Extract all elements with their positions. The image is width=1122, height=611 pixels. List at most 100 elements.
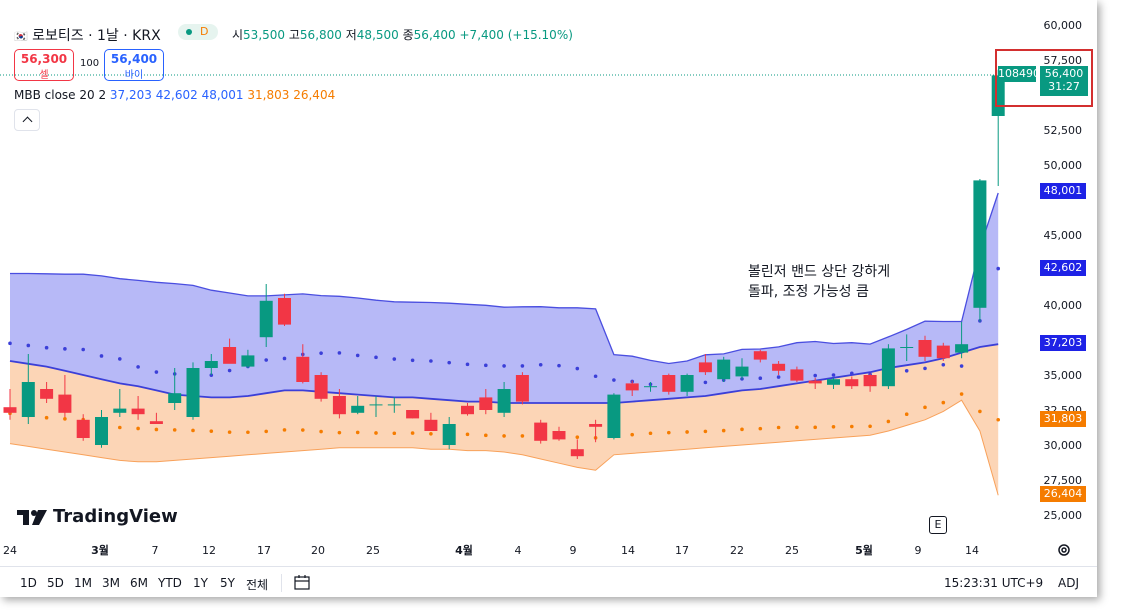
buy-button[interactable]: 56,400 바이 [104,49,164,81]
price-chart[interactable]: 60,00057,50052,50050,00045,00040,00037,5… [0,0,1097,597]
orange-mid-dot [831,425,836,429]
candle-body [973,180,987,308]
middle-band-dot [484,363,488,368]
middle-band-dot [136,365,140,369]
indicator-value-3: 48,001 [201,88,244,102]
orange-mid-dot [941,400,946,405]
annotation-line-1: 볼린저 밴드 상단 강하게 [748,264,891,280]
annotation-line-2: 돌파, 조정 가능성 큼 [748,284,869,300]
orange-mid-dot [410,431,415,435]
timeframe-5d-button[interactable]: 5D [47,576,64,590]
orange-mid-dot [319,429,323,434]
time-axis-label: 24 [3,544,17,557]
candle-body [845,379,859,387]
candle-body [589,424,603,427]
collapse-legend-button[interactable] [14,109,40,131]
orange-mid-dot [154,427,159,432]
candle-body [607,394,621,438]
orange-low-line [9,399,999,496]
orange-mid-dot [227,430,232,434]
candle-body [168,393,182,403]
gear-icon [1058,544,1070,556]
candle-body [40,389,54,399]
candle-body [863,375,877,387]
orange-mid-dot [301,428,305,432]
d-badge-icon: D [200,25,209,38]
middle-band-dot [227,368,232,373]
time-axis-label: 9 [915,544,922,557]
timeframe-1y-button[interactable]: 1Y [193,576,208,590]
sell-label: 셀 [39,70,49,81]
price-axis-label: 27,500 [1044,474,1083,487]
orange-mid-dot [392,431,397,436]
order-quantity[interactable]: 100 [80,58,100,69]
candle-body [3,407,17,413]
axis-settings-button[interactable] [1056,542,1072,558]
last-price-value: 56,400 [1044,67,1084,80]
tradingview-logo-text: TradingView [53,506,178,527]
candle-body [735,366,749,377]
timeframe-1m-button[interactable]: 1M [74,576,92,590]
orange-low-band-tag: 26,404 [1040,486,1086,502]
price-axis-label: 52,500 [1044,124,1083,137]
candle-body [314,375,328,399]
adj-toggle[interactable]: ADJ [1058,576,1079,590]
candle-body [772,363,786,371]
time-axis-label: 22 [730,544,744,557]
orange-mid-dot [648,431,653,436]
candle-body [113,408,127,413]
time-axis-label: 20 [311,544,325,557]
orange-mid-dot [667,430,671,435]
candle-body [808,380,822,384]
sell-button[interactable]: 56,300 셀 [14,49,74,81]
orange-mid-dot [959,392,964,396]
candle-body [95,417,108,445]
orange-mid-dot [630,432,634,437]
orange-mid-dot [721,428,726,433]
upper-band-line [10,192,999,365]
orange-mid-dot [209,429,214,433]
orange-mid-dot [465,432,470,437]
symbol-title[interactable]: 로보티즈 · 1날 · KRX [32,28,161,44]
timeframe-all-button[interactable]: 전체 [246,578,269,592]
timeframe-ytd-button[interactable]: YTD [158,576,182,590]
orange-mid-dot [136,426,140,431]
middle-band-dot [209,373,214,377]
date-range-button[interactable] [293,574,313,592]
middle-band-dot [447,360,452,365]
price-axis-label: 35,000 [1044,369,1083,382]
middle-band-dot [63,347,67,351]
orange-mid-dot [429,432,433,436]
middle-band-dot [81,347,85,352]
earnings-marker[interactable]: E [929,516,947,534]
candle-body [479,397,493,410]
middle-band-dot [282,356,287,361]
time-axis-label: 4월 [455,543,473,557]
highlight-box [995,49,1093,107]
middle-band-dot [465,362,470,367]
middle-band-dot [758,376,763,381]
candle-body [369,404,383,406]
middle-band-dot [557,363,561,368]
upper-band-fill [10,193,999,403]
orange-mid-dot [978,409,982,414]
orange-mid-dot [520,434,525,438]
timeframe-5y-button[interactable]: 5Y [220,576,235,590]
orange-mid-dot [703,429,708,434]
orange-mid-band-tag: 31,803 [1040,411,1086,427]
timeframe-1d-button[interactable]: 1D [20,576,37,590]
clock-display[interactable]: 15:23:31 UTC+9 [944,576,1044,590]
middle-band-dot [593,374,598,379]
orange-mid-dot [685,430,689,434]
chart-annotation[interactable]: 볼린저 밴드 상단 강하게 돌파, 조정 가능성 큼 [748,262,890,302]
candle-body [351,405,365,413]
indicator-value-5: 26,404 [293,88,336,102]
time-axis-label: 5월 [855,543,873,557]
indicator-value-1: 37,203 [109,88,152,102]
timeframe-6m-button[interactable]: 6M [130,576,148,590]
price-axis-label: 57,500 [1044,54,1083,67]
divider [281,574,282,592]
indicator-name[interactable]: MBB close 20 2 [14,88,107,102]
timeframe-3m-button[interactable]: 3M [102,576,120,590]
sell-price: 56,300 [20,52,68,66]
